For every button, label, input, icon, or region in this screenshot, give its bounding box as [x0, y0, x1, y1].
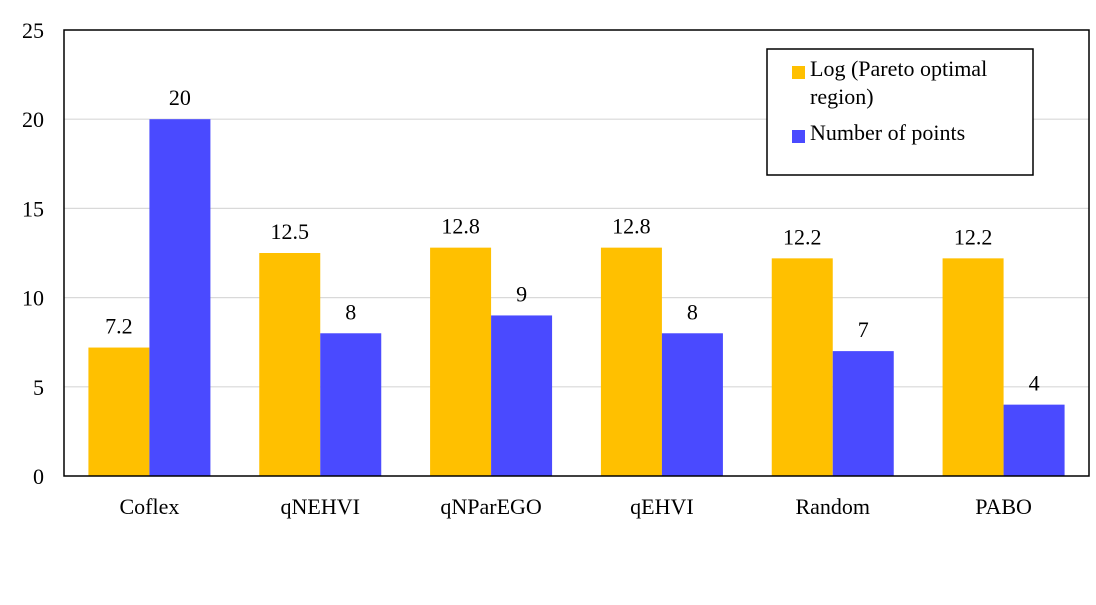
x-category-label: qNEHVI [281, 494, 360, 519]
x-category-label: Random [795, 494, 870, 519]
x-category-label: PABO [975, 494, 1032, 519]
x-category-label: Coflex [119, 494, 179, 519]
bar-log-pareto [942, 258, 1004, 476]
bar-number-of-points [832, 351, 894, 476]
data-label: 12.8 [612, 214, 651, 239]
data-label: 12.8 [441, 214, 480, 239]
data-label: 20 [169, 85, 191, 110]
bar-log-pareto [600, 247, 662, 476]
bar-log-pareto [88, 347, 150, 476]
x-category-label: qNParEGO [440, 494, 541, 519]
legend-box [766, 48, 1034, 176]
data-label: 8 [687, 299, 698, 324]
bar-log-pareto [259, 253, 321, 476]
x-category-label: qEHVI [630, 494, 694, 519]
bar-log-pareto [771, 258, 833, 476]
data-label: 4 [1029, 371, 1040, 396]
bar-number-of-points [491, 315, 553, 476]
y-tick-label: 20 [22, 107, 44, 132]
bars [88, 119, 1065, 476]
legend-swatch [792, 66, 805, 79]
data-labels: 7.2 20 12.5 8 12.8 9 12.8 8 12.2 7 12.2 4 [105, 85, 1039, 395]
data-label: 8 [345, 299, 356, 324]
x-axis-categories: Coflex qNEHVI qNParEGO qEHVI Random PABO [119, 494, 1031, 519]
bar-number-of-points [320, 333, 382, 476]
gridlines [64, 118, 1089, 388]
data-label: 12.2 [783, 224, 822, 249]
legend-label: Log (Pareto optimal [810, 56, 987, 81]
y-tick-label: 25 [22, 18, 44, 43]
data-label: 9 [516, 281, 527, 306]
legend-swatch [792, 130, 805, 143]
bar-number-of-points [661, 333, 723, 476]
data-label: 12.2 [954, 224, 993, 249]
bar-log-pareto [430, 247, 492, 476]
y-axis-ticks: 0 5 10 15 20 25 [22, 18, 44, 489]
legend: Log (Pareto optimal region) Number of poin… [766, 48, 1034, 176]
bar-number-of-points [1003, 404, 1065, 476]
bar-number-of-points [149, 119, 211, 476]
plot-area-border [63, 29, 1090, 477]
data-label: 7.2 [105, 314, 133, 339]
y-tick-label: 15 [22, 196, 44, 221]
legend-label: region) [810, 84, 874, 109]
y-tick-label: 0 [33, 464, 44, 489]
legend-label: Number of points [810, 120, 965, 145]
data-label: 7 [858, 317, 869, 342]
y-tick-label: 10 [22, 286, 44, 311]
data-label: 12.5 [271, 219, 310, 244]
y-tick-label: 5 [33, 375, 44, 400]
